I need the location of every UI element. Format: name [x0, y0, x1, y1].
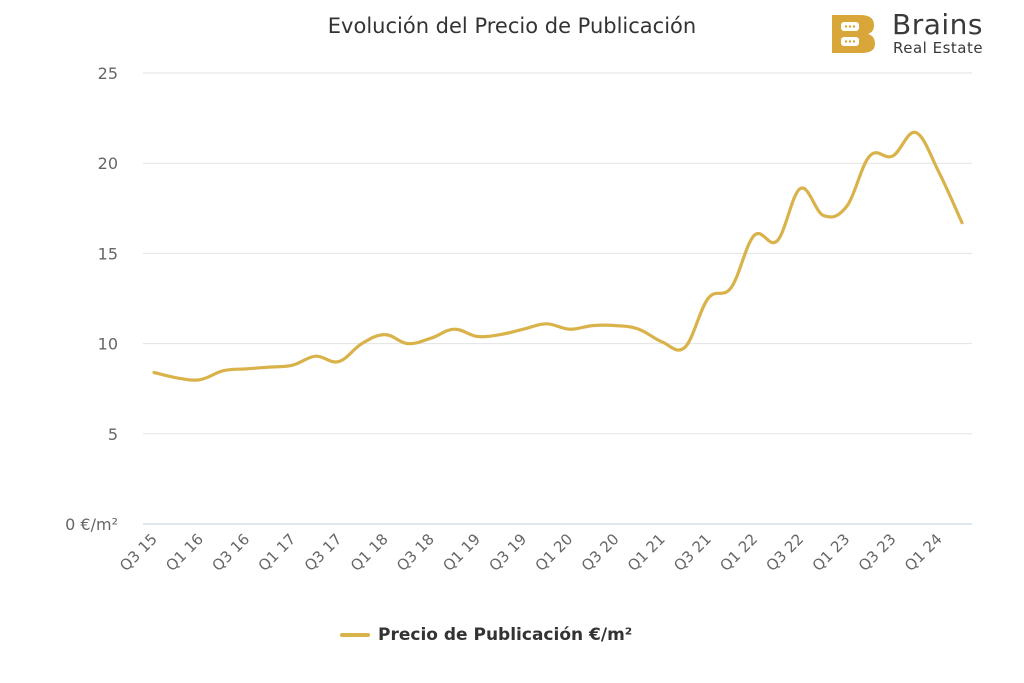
legend-label: Precio de Publicación €/m² [378, 625, 633, 645]
data-point[interactable] [356, 338, 368, 350]
x-tick-label: Q1 18 [347, 530, 392, 575]
y-axis-ticks: 0 €/m² 5 10 15 20 25 [65, 64, 118, 534]
data-point[interactable] [425, 332, 437, 344]
data-point[interactable] [194, 374, 206, 386]
data-point[interactable] [956, 217, 968, 229]
gridlines [143, 72, 972, 525]
brand-tagline: Real Estate [893, 39, 984, 57]
data-point[interactable] [564, 323, 576, 335]
y-tick-label: 0 €/m² [65, 515, 118, 534]
data-point[interactable] [841, 201, 853, 213]
data-point[interactable] [771, 235, 783, 247]
data-point[interactable] [887, 150, 899, 162]
data-point[interactable] [541, 318, 553, 330]
data-point[interactable] [818, 210, 830, 222]
x-tick-label: Q3 20 [578, 530, 623, 575]
x-tick-label: Q1 21 [624, 530, 669, 575]
data-point[interactable] [287, 359, 299, 371]
x-tick-label: Q1 24 [901, 530, 946, 575]
data-point[interactable] [933, 166, 945, 178]
data-point[interactable] [610, 320, 622, 332]
data-point[interactable] [217, 365, 229, 377]
x-tick-label: Q3 23 [855, 530, 900, 575]
x-tick-label: Q1 22 [716, 530, 761, 575]
data-point[interactable] [379, 329, 391, 341]
y-tick-label: 10 [98, 335, 118, 354]
x-tick-label: Q1 19 [439, 530, 484, 575]
x-tick-label: Q1 23 [809, 530, 854, 575]
brand-logo: Brains Real Estate [830, 8, 1020, 60]
brand-name: Brains [892, 8, 983, 41]
data-point[interactable] [148, 367, 160, 379]
data-point[interactable] [448, 323, 460, 335]
data-point[interactable] [171, 372, 183, 384]
y-tick-label: 20 [98, 154, 118, 173]
y-tick-label: 15 [98, 244, 118, 263]
x-tick-label: Q3 15 [116, 530, 161, 575]
data-point[interactable] [587, 320, 599, 332]
x-tick-label: Q3 18 [393, 530, 438, 575]
data-point[interactable] [725, 282, 737, 294]
legend[interactable]: Precio de Publicación €/m² [340, 620, 632, 650]
brand-logo-mark [832, 15, 875, 53]
data-point[interactable] [494, 329, 506, 341]
x-tick-label: Q1 17 [255, 530, 300, 575]
data-point[interactable] [471, 330, 483, 342]
data-point[interactable] [333, 356, 345, 368]
x-tick-label: Q1 16 [162, 530, 207, 575]
series-group [148, 127, 968, 386]
data-point[interactable] [517, 323, 529, 335]
x-tick-label: Q3 17 [301, 530, 346, 575]
x-tick-label: Q3 16 [208, 530, 253, 575]
data-point[interactable] [633, 323, 645, 335]
x-axis-ticks: Q3 15 Q1 16 Q3 16 Q1 17 Q3 17 Q1 18 Q3 18 Q1 19… [116, 530, 946, 575]
data-point[interactable] [864, 150, 876, 162]
x-tick-label: Q3 19 [485, 530, 530, 575]
y-tick-label: 5 [108, 425, 118, 444]
data-point[interactable] [748, 229, 760, 241]
data-point[interactable] [656, 336, 668, 348]
x-tick-label: Q3 22 [763, 530, 808, 575]
y-tick-label: 25 [98, 64, 118, 83]
data-point[interactable] [679, 341, 691, 353]
data-point[interactable] [310, 350, 322, 362]
data-point[interactable] [402, 338, 414, 350]
data-point[interactable] [240, 363, 252, 375]
x-tick-label: Q1 20 [532, 530, 577, 575]
chart-title: Evolución del Precio de Publicación [327, 14, 697, 38]
data-point[interactable] [702, 293, 714, 305]
legend-swatch [340, 633, 370, 637]
data-point[interactable] [263, 361, 275, 373]
series-line-precio[interactable] [152, 130, 964, 382]
data-point[interactable] [794, 183, 806, 195]
data-point[interactable] [910, 127, 922, 139]
x-tick-label: Q3 21 [670, 530, 715, 575]
